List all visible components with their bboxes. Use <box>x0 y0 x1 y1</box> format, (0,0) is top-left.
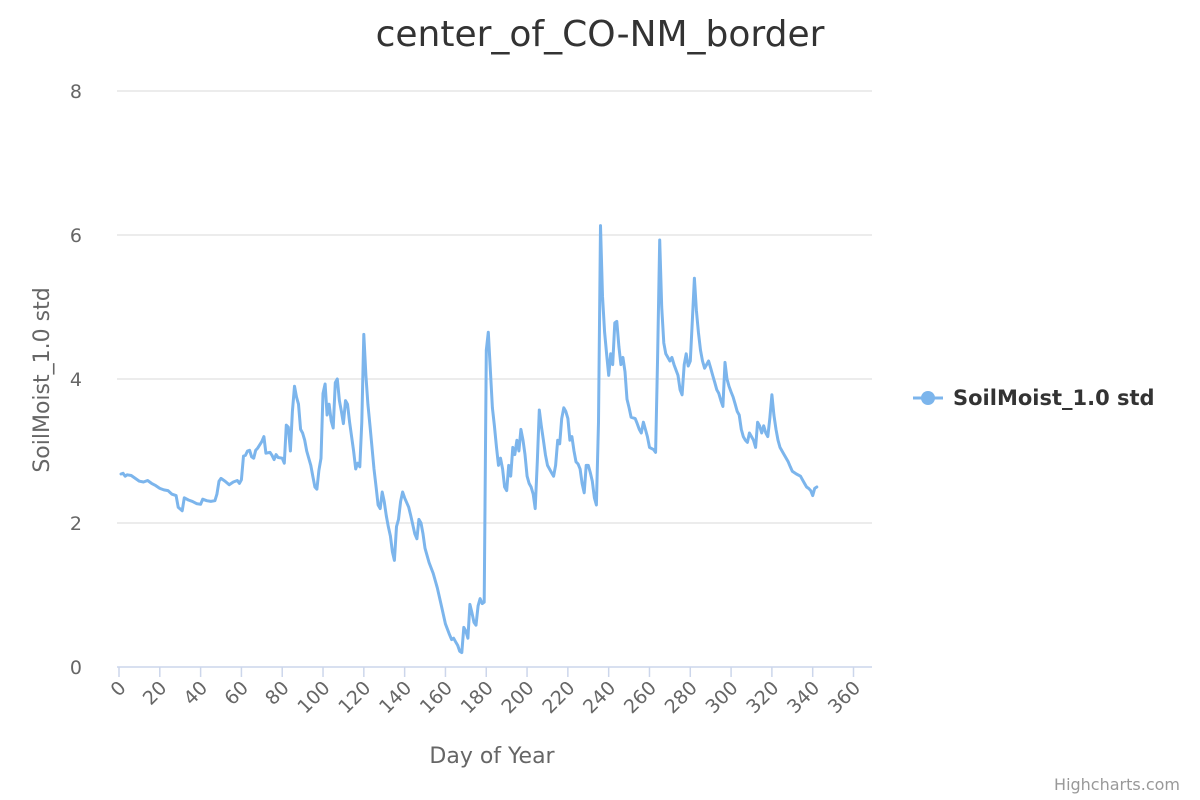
legend-marker <box>921 391 935 405</box>
x-axis-title: Day of Year <box>429 744 555 769</box>
y-tick-label: 0 <box>70 657 82 679</box>
legend-item[interactable]: SoilMoist_1.0 std <box>913 386 1155 410</box>
legend-label: SoilMoist_1.0 std <box>953 386 1155 410</box>
series-line[interactable] <box>119 224 819 655</box>
chart-title: center_of_CO-NM_border <box>376 14 825 55</box>
credits-link[interactable]: Highcharts.com <box>1054 775 1180 794</box>
y-tick-label: 2 <box>70 513 82 535</box>
y-tick-label: 4 <box>70 369 82 391</box>
y-axis-title: SoilMoist_1.0 std <box>30 287 55 472</box>
y-tick-label: 6 <box>70 225 82 247</box>
gridlines <box>117 90 872 524</box>
y-tick-label: 8 <box>70 81 82 103</box>
y-axis-ticks: 0 2 4 6 8 <box>70 81 82 679</box>
